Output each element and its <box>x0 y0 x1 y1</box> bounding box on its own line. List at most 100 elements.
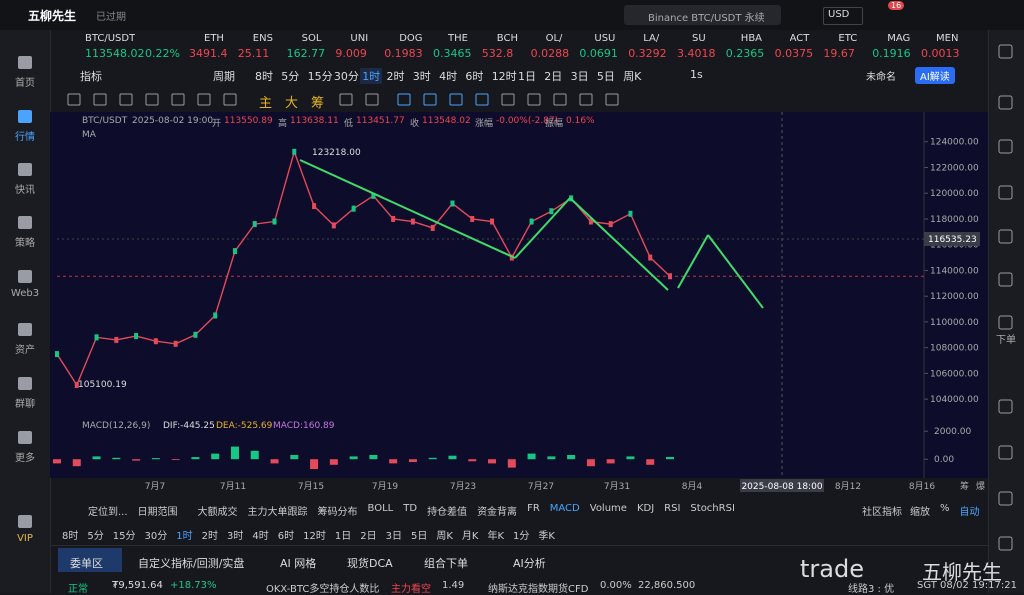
ticker-symbol[interactable]: BTC/USDT <box>85 33 136 44</box>
ticker-symbol[interactable]: ACT <box>789 33 810 44</box>
interval-button[interactable]: 15分 <box>307 70 333 83</box>
interval-button[interactable]: 5日 <box>596 70 615 83</box>
interval-button[interactable]: 12时 <box>303 531 326 542</box>
indicator-tab[interactable]: 自动 <box>959 507 980 518</box>
interval-button[interactable]: 周K <box>623 70 642 83</box>
indicator-tab[interactable]: % <box>940 503 950 514</box>
indicator-tab[interactable]: 大额成交 <box>197 507 238 518</box>
draw-tool[interactable]: 主 <box>259 96 273 111</box>
interval-button[interactable]: 4时 <box>439 70 458 83</box>
interval-button[interactable]: 4时 <box>252 531 269 542</box>
currency[interactable]: USD <box>828 9 850 20</box>
period-button[interactable]: 周期 <box>213 70 235 83</box>
draw-tool[interactable]: 筹 <box>311 96 325 111</box>
interval-button[interactable]: 5分 <box>87 531 104 542</box>
interval-button[interactable]: 3日 <box>570 70 589 83</box>
interval-button[interactable]: 1日 <box>334 531 352 542</box>
nav-item[interactable]: VIP <box>17 533 33 544</box>
ai-button[interactable]: AI解读 <box>915 67 955 84</box>
panel-tab[interactable]: 现货DCA <box>347 557 393 570</box>
interval-button[interactable]: 3时 <box>412 70 431 83</box>
interval-button[interactable]: 1时 <box>360 68 383 84</box>
nav-item[interactable]: 首页 <box>15 78 35 89</box>
seconds-button[interactable]: 1s <box>690 68 703 81</box>
ticker-symbol[interactable]: UNI <box>350 33 369 44</box>
indicator-tab[interactable]: 主力大单跟踪 <box>247 507 308 518</box>
ticker-symbol[interactable]: USU <box>594 33 616 44</box>
interval-button[interactable]: 2日 <box>544 70 563 83</box>
indicator-tab[interactable]: BOLL <box>367 503 394 514</box>
ticker-symbol[interactable]: ENS <box>252 33 273 44</box>
interval-button[interactable]: 1时 <box>176 531 193 542</box>
indicator-tab[interactable]: 社区指标 <box>862 507 902 518</box>
ticker-symbol[interactable]: ETC <box>838 33 858 44</box>
ticker-symbol[interactable]: BCH <box>496 33 518 44</box>
layout-name[interactable]: 未命名 <box>866 72 896 83</box>
interval-button[interactable]: 3日 <box>385 531 402 542</box>
status-item: OKX-BTC多空持仓人数比 <box>266 584 380 595</box>
interval-button[interactable]: 5分 <box>281 70 300 83</box>
nav-item[interactable]: 群聊 <box>15 399 35 410</box>
interval-button[interactable]: 2日 <box>360 531 377 542</box>
ticker-symbol[interactable]: LA/ <box>643 33 660 44</box>
ticker-symbol[interactable]: DOG <box>399 33 423 44</box>
panel-tab[interactable]: 自定义指标/回测/实盘 <box>138 557 245 570</box>
indicator-tab[interactable]: 定位到... <box>88 507 128 518</box>
ticker-symbol[interactable]: SU <box>692 33 706 44</box>
indicator-tab[interactable]: MACD <box>549 503 580 514</box>
ticker-symbol[interactable]: HBA <box>740 33 763 44</box>
interval-button[interactable]: 6时 <box>277 531 295 542</box>
panel-tab[interactable]: AI 网格 <box>280 557 317 570</box>
interval-button[interactable]: 30分 <box>333 70 359 83</box>
interval-button[interactable]: 周K <box>436 531 453 542</box>
interval-button[interactable]: 1日 <box>518 70 536 83</box>
indicator-tab[interactable]: 资金背离 <box>477 507 518 518</box>
nav-item[interactable]: 资产 <box>15 345 35 356</box>
interval-button[interactable]: 2时 <box>201 531 218 542</box>
panel-tab[interactable]: 委单区 <box>70 557 103 570</box>
order-label[interactable]: 下单 <box>996 335 1016 346</box>
indicator-tab[interactable]: TD <box>403 503 418 514</box>
interval-button[interactable]: 月K <box>461 531 479 542</box>
interval-button[interactable]: 12时 <box>491 70 517 83</box>
nav-item[interactable]: 更多 <box>15 453 35 464</box>
indicator-tab[interactable]: StochRSI <box>690 503 735 514</box>
indicator-tab[interactable]: 缩放 <box>910 507 930 518</box>
ticker-symbol[interactable]: SOL <box>301 33 322 44</box>
panel-tab[interactable]: 组合下单 <box>424 557 468 570</box>
search-text[interactable]: Binance BTC/USDT 永续 <box>648 13 765 24</box>
indicator-tab[interactable]: Volume <box>589 503 627 514</box>
indicator-button[interactable]: 指标 <box>80 70 102 83</box>
interval-button[interactable]: 15分 <box>112 531 136 542</box>
ticker-symbol[interactable]: MEN <box>936 33 959 44</box>
nav-item[interactable]: 策略 <box>15 238 35 249</box>
interval-button[interactable]: 8时 <box>62 531 79 542</box>
interval-button[interactable]: 季K <box>538 531 555 542</box>
indicator-tab[interactable]: FR <box>527 503 540 514</box>
nav-item[interactable]: 快讯 <box>15 185 35 196</box>
interval-button[interactable]: 6时 <box>465 70 484 83</box>
interval-button[interactable]: 3时 <box>226 531 244 542</box>
interval-button[interactable]: 2时 <box>386 70 405 83</box>
interval-button[interactable]: 年K <box>487 531 505 542</box>
indicator-tab[interactable]: 持仓差值 <box>427 507 468 518</box>
ticker-symbol[interactable]: OL/ <box>545 33 563 44</box>
indicator-tab[interactable]: 日期范围 <box>137 507 178 518</box>
interval-button[interactable]: 30分 <box>144 531 168 542</box>
panel-tab[interactable]: AI分析 <box>513 557 546 570</box>
indicator-tab[interactable]: KDJ <box>636 503 655 514</box>
draw-tool[interactable]: 大 <box>285 96 299 111</box>
indicator-tab[interactable]: 筹码分布 <box>317 507 358 518</box>
search-box[interactable] <box>624 5 781 25</box>
indicator-tab[interactable]: RSI <box>664 503 681 514</box>
ticker-symbol[interactable]: ETH <box>204 33 224 44</box>
interval-button[interactable]: 5日 <box>410 531 428 542</box>
y-tick-label: 2000.00 <box>934 427 971 437</box>
interval-button[interactable]: 1分 <box>513 531 530 542</box>
ticker-symbol[interactable]: THE <box>448 33 468 44</box>
nav-item[interactable]: Web3 <box>10 288 40 299</box>
currency-select[interactable] <box>823 7 863 25</box>
nav-item[interactable]: 行情 <box>15 132 35 143</box>
interval-button[interactable]: 8时 <box>255 70 273 83</box>
ticker-symbol[interactable]: MAG <box>887 33 911 44</box>
